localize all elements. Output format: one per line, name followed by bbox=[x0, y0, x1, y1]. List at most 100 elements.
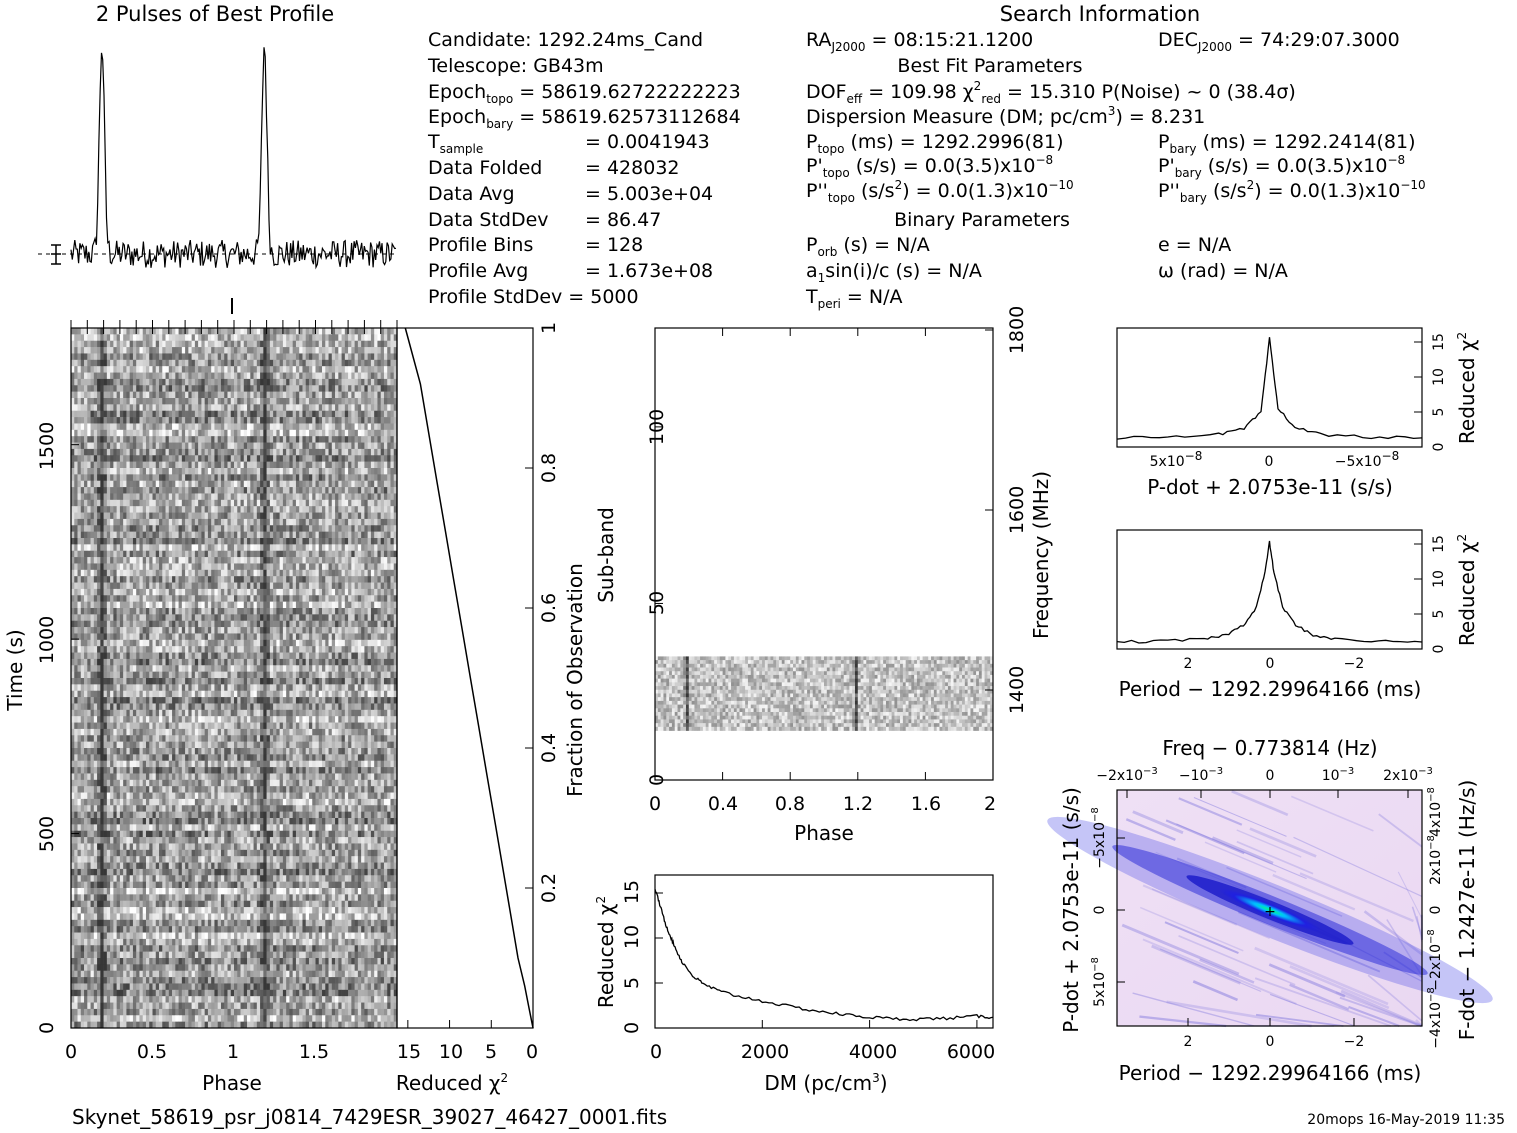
time-phase-cell bbox=[240, 557, 245, 564]
time-phase-cell bbox=[181, 328, 186, 335]
time-phase-cell bbox=[247, 582, 251, 590]
time-phase-cell bbox=[276, 410, 280, 418]
time-phase-cell bbox=[211, 595, 215, 602]
time-phase-cell bbox=[71, 627, 75, 634]
time-phase-cell bbox=[142, 391, 147, 399]
time-phase-cell bbox=[370, 347, 375, 354]
time-phase-cell bbox=[145, 627, 150, 634]
time-phase-cell bbox=[344, 576, 349, 583]
time-phase-cell bbox=[308, 442, 313, 450]
time-phase-cell bbox=[341, 627, 346, 634]
time-phase-cell bbox=[295, 538, 300, 545]
time-phase-cell bbox=[142, 410, 147, 418]
time-phase-cell bbox=[71, 448, 75, 456]
time-phase-cell bbox=[172, 576, 176, 583]
time-phase-cell bbox=[185, 328, 189, 335]
time-phase-cell bbox=[142, 468, 147, 475]
time-phase-cell bbox=[80, 328, 85, 335]
time-phase-cell bbox=[354, 531, 359, 539]
time-phase-cell bbox=[172, 410, 176, 418]
time-phase-cell bbox=[299, 436, 303, 443]
time-phase-cell bbox=[253, 576, 258, 583]
time-phase-cell bbox=[198, 347, 202, 354]
time-phase-cell bbox=[256, 569, 261, 577]
time-phase-cell bbox=[390, 608, 395, 615]
time-phase-cell bbox=[172, 328, 176, 335]
time-phase-cell bbox=[181, 417, 186, 424]
time-phase-cell bbox=[217, 550, 222, 558]
time-phase-cell bbox=[175, 410, 179, 418]
time-phase-cell bbox=[106, 436, 111, 443]
time-phase-cell bbox=[172, 499, 176, 507]
time-phase-cell bbox=[152, 410, 157, 418]
time-phase-cell bbox=[80, 557, 85, 564]
time-phase-cell bbox=[230, 569, 235, 577]
time-phase-cell bbox=[234, 512, 238, 520]
time-phase-cell bbox=[260, 391, 264, 399]
time-phase-cell bbox=[113, 550, 117, 558]
time-phase-cell bbox=[260, 468, 264, 475]
time-phase-cell bbox=[175, 429, 179, 437]
time-phase-cell bbox=[335, 328, 339, 335]
time-phase-cell bbox=[260, 340, 264, 348]
time-phase-cell bbox=[312, 429, 316, 437]
time-phase-cell bbox=[295, 468, 300, 475]
time-phase-cell bbox=[100, 601, 104, 609]
time-phase-cell bbox=[315, 391, 320, 399]
time-phase-cell bbox=[237, 627, 241, 634]
time-phase-cell bbox=[224, 410, 228, 418]
time-phase-cell bbox=[123, 601, 127, 609]
time-phase-cell bbox=[93, 398, 98, 405]
time-phase-cell bbox=[325, 595, 329, 602]
time-phase-cell bbox=[338, 531, 342, 539]
time-phase-cell bbox=[119, 474, 124, 482]
time-phase-cell bbox=[87, 493, 91, 501]
time-phase-cell bbox=[380, 455, 385, 462]
time-phase-cell bbox=[217, 410, 222, 418]
time-phase-cell bbox=[145, 480, 150, 488]
time-phase-cell bbox=[159, 499, 163, 507]
time-phase-cell bbox=[318, 557, 323, 564]
time-phase-cell bbox=[116, 518, 121, 526]
time-phase-cell bbox=[77, 417, 82, 424]
time-phase-cell bbox=[181, 404, 186, 412]
time-phase-cell bbox=[387, 353, 391, 361]
time-phase-cell bbox=[364, 633, 368, 641]
time-phase-cell bbox=[370, 563, 375, 571]
time-phase-cell bbox=[312, 563, 316, 571]
time-phase-cell bbox=[328, 404, 333, 412]
time-phase-cell bbox=[328, 423, 333, 431]
time-phase-cell bbox=[331, 340, 336, 348]
time-phase-cell bbox=[152, 601, 157, 609]
time-phase-cell bbox=[204, 563, 209, 571]
time-phase-cell bbox=[84, 512, 88, 520]
time-phase-cell bbox=[227, 601, 232, 609]
time-phase-cell bbox=[220, 493, 225, 501]
time-phase-cell bbox=[217, 417, 222, 424]
time-phase-cell bbox=[181, 461, 186, 469]
time-phase-cell bbox=[224, 531, 228, 539]
time-phase-cell bbox=[247, 410, 251, 418]
time-phase-cell bbox=[351, 366, 355, 373]
time-phase-cell bbox=[136, 353, 140, 361]
time-phase-cell bbox=[71, 404, 75, 412]
time-phase-cell bbox=[201, 353, 205, 361]
time-phase-cell bbox=[149, 385, 153, 392]
time-phase-cell bbox=[116, 366, 121, 373]
time-phase-cell bbox=[243, 550, 248, 558]
time-phase-cell bbox=[77, 512, 82, 520]
time-phase-cell bbox=[286, 493, 290, 501]
time-phase-cell bbox=[308, 474, 313, 482]
time-phase-cell bbox=[367, 372, 372, 380]
time-phase-cell bbox=[149, 493, 153, 501]
time-phase-cell bbox=[100, 518, 104, 526]
time-phase-cell bbox=[181, 391, 186, 399]
time-phase-cell bbox=[253, 525, 258, 532]
time-phase-cell bbox=[341, 499, 346, 507]
time-phase-cell bbox=[276, 455, 280, 462]
time-phase-cell bbox=[188, 398, 192, 405]
time-phase-cell bbox=[168, 423, 173, 431]
time-phase-cell bbox=[266, 417, 271, 424]
time-phase-cell bbox=[80, 620, 85, 628]
time-phase-cell bbox=[230, 398, 235, 405]
